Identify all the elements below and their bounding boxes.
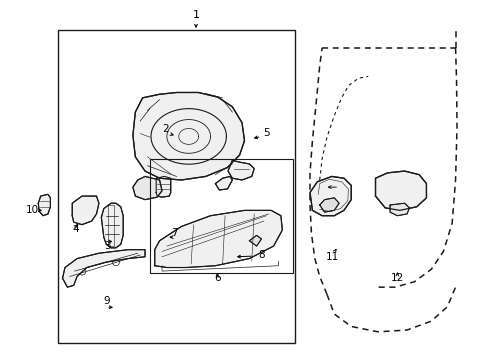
Text: 11: 11 <box>325 252 339 262</box>
Text: 9: 9 <box>102 296 109 306</box>
Text: 10: 10 <box>26 205 39 215</box>
Text: 3: 3 <box>104 241 111 251</box>
Polygon shape <box>319 198 338 212</box>
Bar <box>150 158 292 273</box>
Polygon shape <box>375 171 426 210</box>
Polygon shape <box>133 93 244 180</box>
Polygon shape <box>156 176 170 197</box>
Text: 1: 1 <box>192 10 199 20</box>
Text: 12: 12 <box>390 273 403 283</box>
Text: 2: 2 <box>162 124 169 134</box>
Polygon shape <box>249 235 261 246</box>
Text: 4: 4 <box>72 224 79 234</box>
Polygon shape <box>389 203 408 216</box>
Polygon shape <box>309 176 350 216</box>
Polygon shape <box>38 194 50 216</box>
Text: 7: 7 <box>170 228 177 238</box>
Text: 8: 8 <box>258 250 264 260</box>
Polygon shape <box>154 210 282 267</box>
Polygon shape <box>62 249 145 287</box>
Polygon shape <box>72 196 99 225</box>
Polygon shape <box>133 176 162 200</box>
Polygon shape <box>215 176 232 190</box>
Text: 6: 6 <box>214 273 221 283</box>
Text: 5: 5 <box>263 128 269 138</box>
Polygon shape <box>101 203 123 248</box>
Bar <box>58 30 295 342</box>
Polygon shape <box>227 160 254 180</box>
